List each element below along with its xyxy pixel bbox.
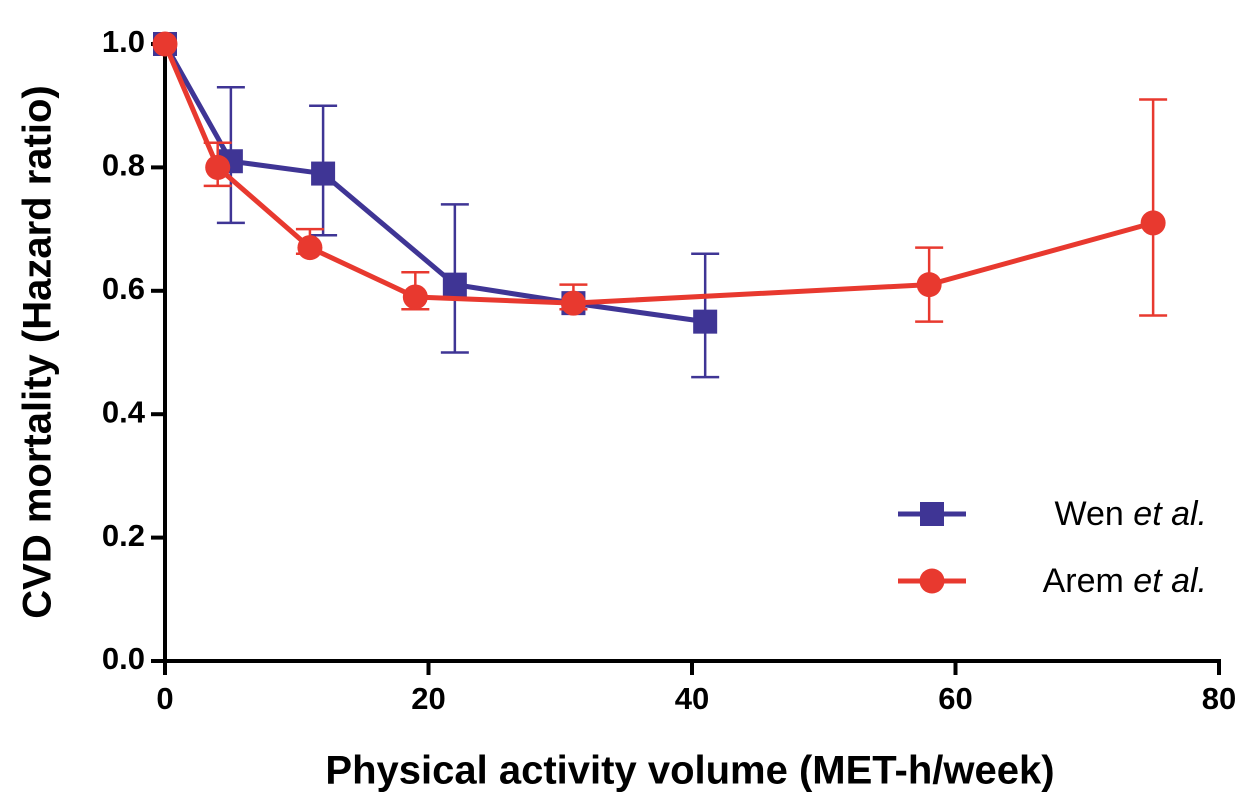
legend-label: Wen et al. — [1055, 495, 1207, 533]
data-point — [297, 235, 323, 261]
data-point — [311, 161, 336, 186]
x-tick-label: 60 — [938, 681, 972, 716]
x-tick-label: 20 — [411, 681, 445, 716]
legend-marker — [920, 502, 944, 526]
y-tick-label: 0.4 — [102, 394, 146, 429]
data-point — [693, 309, 718, 334]
series-line — [162, 42, 706, 325]
y-tick-label: 0.0 — [102, 641, 145, 676]
y-tick-label: 0.6 — [102, 271, 145, 306]
legend-marker — [919, 568, 945, 594]
data-point — [1140, 210, 1166, 236]
data-point — [560, 290, 586, 316]
x-tick-label: 40 — [675, 681, 709, 716]
y-tick-label: 0.8 — [102, 148, 145, 183]
legend-label: Arem et al. — [1043, 562, 1207, 600]
data-point — [442, 272, 467, 297]
y-tick-label: 1.0 — [102, 24, 145, 59]
data-point — [152, 31, 178, 57]
data-point — [916, 272, 942, 298]
data-point — [205, 154, 231, 180]
data-point — [402, 284, 428, 310]
x-tick-label: 80 — [1202, 681, 1236, 716]
x-tick-label: 0 — [156, 681, 173, 716]
y-tick-label: 0.2 — [102, 518, 145, 553]
y-axis-title: CVD mortality (Hazard ratio) — [16, 85, 60, 618]
x-axis-title: Physical activity volume (MET-h/week) — [325, 749, 1054, 793]
